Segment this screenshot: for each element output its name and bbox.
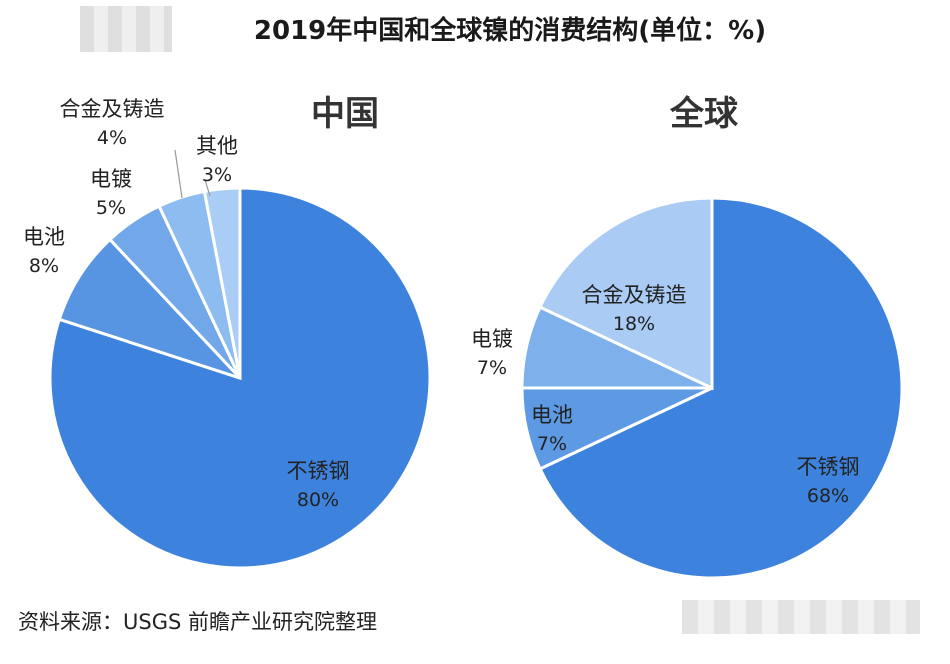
slice-value-china-2: 5% bbox=[96, 197, 126, 219]
slice-label-global-0: 不锈钢 bbox=[797, 455, 860, 479]
slice-label-global-3: 合金及铸造 bbox=[582, 283, 687, 307]
slice-value-global-0: 68% bbox=[807, 485, 849, 507]
pie-labels: 不锈钢 80% 电池 8% 电镀 5% 合金及铸造 4% 其他 3% 不锈钢 68% 电池 7% 电镀 7% 合… bbox=[23, 97, 860, 511]
pie-slice-china-1 bbox=[57, 237, 242, 380]
slice-value-china-4: 3% bbox=[202, 164, 232, 186]
slice-value-global-3: 18% bbox=[613, 313, 655, 335]
pie-slice-china-4 bbox=[202, 186, 242, 379]
source-note: 资料来源：USGS 前瞻产业研究院整理 bbox=[18, 610, 377, 634]
slice-label-global-1: 电池 bbox=[531, 403, 573, 427]
slice-label-china-0: 不锈钢 bbox=[287, 459, 350, 483]
slice-value-china-3: 4% bbox=[97, 127, 127, 149]
blurred-watermark bbox=[682, 600, 920, 634]
pie-title-global: 全球 bbox=[670, 94, 738, 134]
slice-value-global-1: 7% bbox=[537, 433, 567, 455]
slice-label-china-1: 电池 bbox=[23, 225, 65, 249]
leader-line-china-3 bbox=[174, 149, 183, 199]
blurred-logo bbox=[80, 6, 172, 52]
slice-label-global-2: 电镀 bbox=[471, 327, 513, 351]
chart-title: 2019年中国和全球镍的消费结构(单位：%) bbox=[253, 16, 767, 46]
pie-global bbox=[520, 196, 904, 580]
pie-slice-global-3 bbox=[538, 196, 714, 391]
slice-value-china-1: 8% bbox=[29, 255, 59, 277]
slice-label-china-4: 其他 bbox=[196, 134, 238, 158]
leader-line-china-4 bbox=[204, 179, 211, 197]
slice-value-china-0: 80% bbox=[297, 489, 339, 511]
pie-china bbox=[48, 186, 432, 570]
slice-value-global-2: 7% bbox=[477, 357, 507, 379]
pie-slice-global-0 bbox=[538, 196, 904, 580]
pie-title-china: 中国 bbox=[311, 94, 379, 134]
slice-label-china-3: 合金及铸造 bbox=[60, 97, 165, 121]
slice-label-china-2: 电镀 bbox=[90, 167, 132, 191]
